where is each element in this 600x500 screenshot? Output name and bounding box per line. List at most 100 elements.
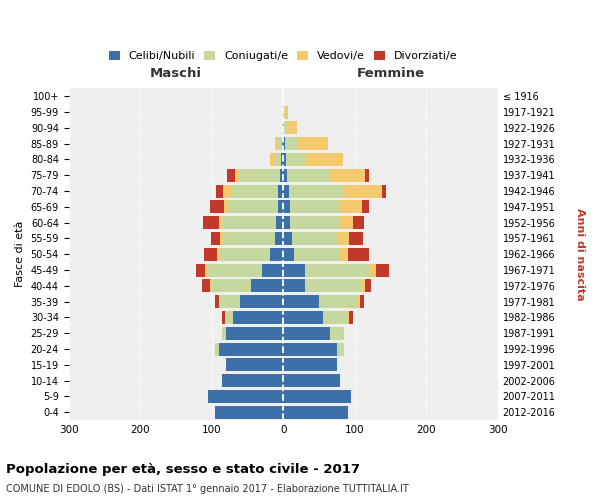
Bar	[365, 280, 371, 292]
Legend: Celibi/Nubili, Coniugati/e, Vedovi/e, Divorziati/e: Celibi/Nubili, Coniugati/e, Vedovi/e, Di…	[106, 48, 461, 64]
Bar	[241, 169, 280, 181]
Bar	[211, 232, 220, 245]
Bar	[283, 216, 290, 229]
Bar	[283, 374, 340, 387]
Bar	[217, 248, 220, 260]
Bar	[281, 153, 283, 166]
Bar	[305, 264, 369, 276]
Bar	[343, 184, 382, 198]
Bar	[369, 264, 376, 276]
Bar	[282, 122, 283, 134]
Bar	[283, 264, 305, 276]
Bar	[223, 374, 283, 387]
Bar	[283, 153, 286, 166]
Bar	[212, 280, 251, 292]
Bar	[223, 327, 226, 340]
Bar	[241, 295, 283, 308]
Bar	[271, 248, 283, 260]
Bar	[289, 184, 343, 198]
Bar	[205, 264, 208, 276]
Bar	[353, 216, 364, 229]
Bar	[340, 248, 347, 260]
Bar	[292, 232, 338, 245]
Bar	[337, 342, 344, 355]
Bar	[306, 153, 343, 166]
Bar	[202, 280, 209, 292]
Bar	[219, 216, 223, 229]
Bar	[340, 216, 353, 229]
Bar	[283, 280, 305, 292]
Bar	[262, 264, 283, 276]
Bar	[216, 184, 223, 198]
Bar	[283, 169, 287, 181]
Bar	[283, 342, 337, 355]
Y-axis label: Anni di nascita: Anni di nascita	[575, 208, 585, 300]
Bar	[278, 200, 283, 213]
Bar	[287, 122, 297, 134]
Bar	[358, 295, 361, 308]
Bar	[208, 264, 262, 276]
Text: Popolazione per età, sesso e stato civile - 2017: Popolazione per età, sesso e stato civil…	[6, 462, 360, 475]
Text: Femmine: Femmine	[356, 66, 425, 80]
Bar	[349, 232, 364, 245]
Bar	[294, 248, 340, 260]
Bar	[330, 327, 344, 340]
Bar	[290, 216, 340, 229]
Bar	[283, 311, 323, 324]
Bar	[224, 311, 233, 324]
Bar	[362, 280, 365, 292]
Bar	[215, 406, 283, 418]
Bar	[347, 311, 349, 324]
Bar	[283, 295, 319, 308]
Bar	[223, 216, 276, 229]
Text: Maschi: Maschi	[150, 66, 202, 80]
Bar	[338, 232, 349, 245]
Bar	[283, 406, 347, 418]
Bar	[251, 280, 283, 292]
Bar	[349, 311, 353, 324]
Bar	[282, 137, 283, 150]
Bar	[283, 137, 284, 150]
Bar	[283, 358, 337, 372]
Bar	[287, 169, 330, 181]
Bar	[219, 342, 283, 355]
Bar	[196, 264, 205, 276]
Bar	[204, 248, 217, 260]
Bar	[215, 295, 219, 308]
Bar	[319, 295, 358, 308]
Bar	[220, 248, 271, 260]
Bar	[224, 200, 227, 213]
Text: COMUNE DI EDOLO (BS) - Dati ISTAT 1° gennaio 2017 - Elaborazione TUTTITALIA.IT: COMUNE DI EDOLO (BS) - Dati ISTAT 1° gen…	[6, 484, 409, 494]
Bar	[284, 137, 298, 150]
Bar	[227, 169, 235, 181]
Bar	[223, 184, 232, 198]
Bar	[223, 311, 224, 324]
Bar	[278, 137, 282, 150]
Bar	[298, 137, 328, 150]
Bar	[209, 200, 224, 213]
Bar	[275, 232, 283, 245]
Bar	[283, 184, 289, 198]
Bar	[275, 153, 281, 166]
Bar	[235, 169, 241, 181]
Bar	[376, 264, 389, 276]
Bar	[232, 184, 278, 198]
Bar	[283, 232, 292, 245]
Bar	[226, 327, 283, 340]
Bar	[284, 106, 288, 118]
Bar	[223, 232, 275, 245]
Bar	[203, 216, 219, 229]
Bar	[269, 153, 275, 166]
Bar	[227, 200, 278, 213]
Bar	[340, 200, 362, 213]
Bar	[347, 248, 369, 260]
Bar	[219, 295, 241, 308]
Bar	[283, 390, 351, 403]
Bar	[208, 390, 283, 403]
Bar	[305, 280, 362, 292]
Bar	[330, 169, 365, 181]
Bar	[290, 200, 340, 213]
Bar	[323, 311, 347, 324]
Y-axis label: Fasce di età: Fasce di età	[15, 221, 25, 288]
Bar	[283, 200, 290, 213]
